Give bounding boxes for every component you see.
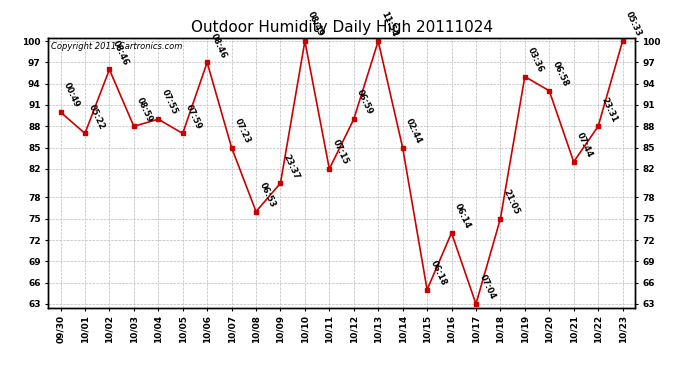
Text: 23:37: 23:37 xyxy=(282,153,302,180)
Text: 07:23: 07:23 xyxy=(233,117,253,145)
Text: 03:36: 03:36 xyxy=(526,46,546,74)
Text: 07:04: 07:04 xyxy=(477,273,497,301)
Text: 07:44: 07:44 xyxy=(575,131,595,159)
Text: 06:53: 06:53 xyxy=(257,181,277,209)
Text: 11:54: 11:54 xyxy=(380,10,399,38)
Text: 08:49: 08:49 xyxy=(306,10,326,38)
Text: 23:31: 23:31 xyxy=(600,96,619,123)
Text: 08:59: 08:59 xyxy=(135,96,155,123)
Text: Copyright 2011 Cartronics.com: Copyright 2011 Cartronics.com xyxy=(51,42,183,51)
Text: 08:46: 08:46 xyxy=(111,39,130,67)
Text: 21:05: 21:05 xyxy=(502,188,521,216)
Text: 07:15: 07:15 xyxy=(331,138,350,166)
Text: 05:22: 05:22 xyxy=(86,103,106,130)
Title: Outdoor Humidity Daily High 20111024: Outdoor Humidity Daily High 20111024 xyxy=(190,20,493,35)
Text: 06:14: 06:14 xyxy=(453,202,473,230)
Text: 06:18: 06:18 xyxy=(428,259,448,287)
Text: 08:46: 08:46 xyxy=(208,32,228,60)
Text: 02:44: 02:44 xyxy=(404,117,424,145)
Text: 05:33: 05:33 xyxy=(624,10,643,38)
Text: 06:59: 06:59 xyxy=(355,88,375,116)
Text: 00:49: 00:49 xyxy=(62,81,81,110)
Text: 06:58: 06:58 xyxy=(551,60,570,88)
Text: 07:59: 07:59 xyxy=(184,103,204,130)
Text: 07:55: 07:55 xyxy=(159,88,179,116)
